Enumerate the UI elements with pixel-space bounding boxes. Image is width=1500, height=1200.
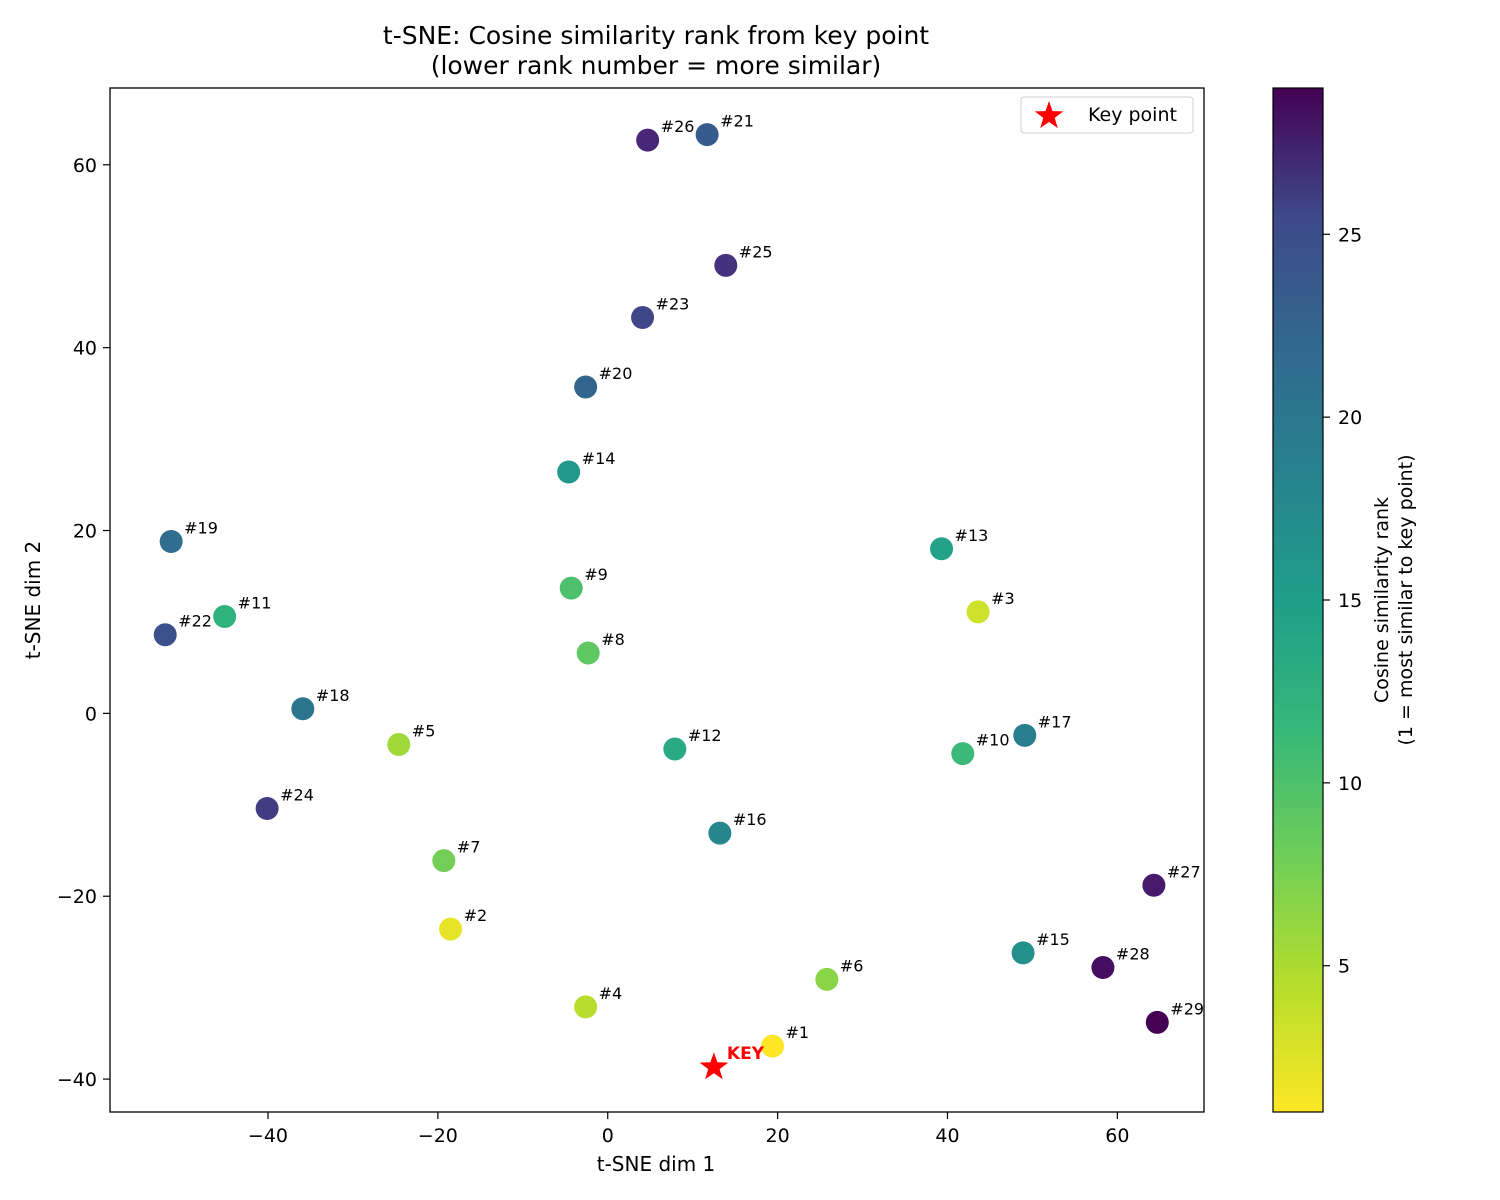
scatter-point-rank-11 [213,604,237,628]
scatter-point-rank-12 [663,737,687,761]
point-label-rank-21: #21 [720,112,754,131]
point-label-rank-13: #13 [955,526,989,545]
point-label-rank-22: #22 [178,612,212,631]
point-label-rank-29: #29 [1170,999,1204,1018]
scatter-point-rank-26 [636,128,660,152]
scatter-point-rank-28 [1091,956,1115,980]
key-point-star [699,1052,729,1080]
plot-area [110,88,1204,1112]
colorbar: 5 10 15 20 25 Cosine similarity rank (1 = mo… [1272,87,1417,1113]
point-label-rank-24: #24 [280,785,314,804]
scatter-point-rank-19 [159,529,183,553]
scatter-point-rank-21 [695,123,719,147]
scatter-point-rank-14 [557,460,581,484]
x-tick-label: 60 [1105,1125,1129,1147]
scatter-point-rank-7 [432,849,456,873]
scatter-point-rank-20 [574,375,598,399]
colorbar-tick-label: 10 [1338,773,1362,795]
legend-entry-key-point: Key point [1088,104,1177,126]
point-labels: #1 #2 #3 #4 #5 #6 #7 #8 #9 #10 #11 #12 #13 #14 #15 #16 #… [178,112,1204,1043]
scatter-point-rank-1 [761,1034,785,1058]
legend-box [1020,96,1194,134]
x-axis: −40 −20 0 20 40 60 [248,1112,1129,1147]
colorbar-tick-label: 25 [1338,224,1362,246]
point-label-rank-1: #1 [786,1023,810,1042]
point-label-rank-4: #4 [599,984,623,1003]
scatter-point-rank-27 [1142,873,1166,897]
scatter-point-rank-24 [255,796,279,820]
colorbar-gradient [1272,87,1324,1113]
scatter-point-rank-13 [930,537,954,561]
scatter-point-rank-6 [815,967,839,991]
x-tick-label: −20 [418,1125,458,1147]
point-label-rank-2: #2 [464,906,488,925]
chart-subtitle: (lower rank number = more similar) [431,51,882,80]
scatter-point-rank-3 [966,600,990,624]
scatter-point-rank-4 [574,995,598,1019]
point-label-rank-3: #3 [991,589,1015,608]
colorbar-label-line2: (1 = most similar to key point) [1395,454,1417,745]
scatter-point-rank-16 [708,821,732,845]
scatter-point-rank-25 [714,253,738,277]
point-label-rank-11: #11 [238,593,272,612]
y-tick-label: 0 [85,703,97,725]
y-axis: −40 −20 0 20 40 60 [57,155,110,1091]
y-tick-label: −40 [57,1069,97,1091]
colorbar-tick-label: 5 [1338,956,1350,978]
legend: Key point [1020,96,1194,134]
point-label-rank-6: #6 [840,956,864,975]
y-tick-label: 40 [73,338,97,360]
point-label-rank-12: #12 [688,726,722,745]
point-label-rank-19: #19 [184,518,218,537]
y-tick-label: −20 [57,886,97,908]
point-label-rank-8: #8 [601,630,625,649]
point-label-rank-14: #14 [582,449,616,468]
scatter-point-rank-8 [576,641,600,665]
x-tick-label: 20 [766,1125,790,1147]
point-label-rank-15: #15 [1036,930,1070,949]
plot-frame [109,87,1205,1113]
x-tick-label: 0 [602,1125,614,1147]
colorbar-tick-label: 20 [1338,407,1362,429]
x-tick-label: 40 [935,1125,959,1147]
point-label-rank-10: #10 [976,731,1010,750]
point-label-rank-27: #27 [1167,862,1201,881]
scatter-point-rank-15 [1011,941,1035,965]
point-label-rank-16: #16 [733,810,767,829]
point-label-rank-23: #23 [656,294,690,313]
point-label-rank-17: #17 [1038,712,1072,731]
scatter-point-rank-18 [291,697,315,721]
scatter-point-rank-22 [153,623,177,647]
y-tick-label: 20 [73,521,97,543]
colorbar-label-line1: Cosine similarity rank [1371,497,1393,703]
x-tick-label: −40 [248,1125,288,1147]
scatter-point-rank-10 [951,742,975,766]
point-label-rank-26: #26 [661,117,695,136]
scatter-point-rank-5 [387,732,411,756]
key-point-label: KEY [727,1044,765,1064]
point-label-rank-28: #28 [1116,945,1150,964]
point-label-rank-20: #20 [599,364,633,383]
point-label-rank-18: #18 [316,686,350,705]
point-label-rank-9: #9 [584,565,608,584]
x-axis-label: t-SNE dim 1 [597,1152,716,1176]
colorbar-ticks: 5 10 15 20 25 [1323,224,1362,978]
legend-star-marker [1034,101,1064,129]
scatter-point-rank-2 [439,917,463,941]
scatter-point-rank-29 [1145,1010,1169,1034]
point-label-rank-5: #5 [412,721,436,740]
point-label-rank-7: #7 [457,838,481,857]
y-axis-label: t-SNE dim 2 [21,541,45,660]
scatter-point-rank-23 [631,305,655,329]
scatter-point-rank-9 [559,576,583,600]
scatter-point-rank-17 [1013,723,1037,747]
y-tick-label: 60 [73,155,97,177]
point-label-rank-25: #25 [739,242,773,261]
colorbar-tick-label: 15 [1338,590,1362,612]
data-points [153,123,1169,1058]
chart-title: t-SNE: Cosine similarity rank from key p… [383,21,929,50]
